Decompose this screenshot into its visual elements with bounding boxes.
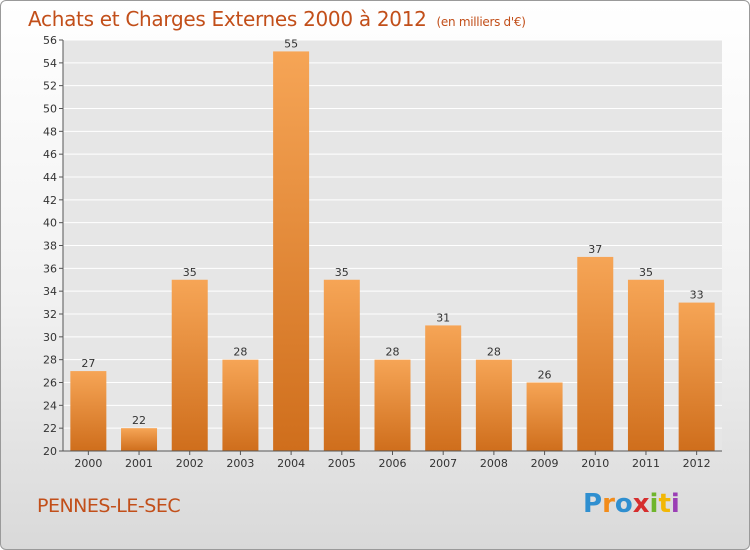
bar [526,382,563,451]
x-tick-label: 2003 [226,457,254,470]
x-tick-label: 2000 [74,457,102,470]
bar [627,279,664,451]
x-tick-label: 2007 [429,457,457,470]
x-tick-label: 2005 [328,457,356,470]
bar-value-label: 22 [132,414,146,427]
bar [171,279,208,451]
bar [273,51,310,452]
y-tick-label: 28 [43,354,57,367]
y-tick-label: 34 [43,285,57,298]
x-tick-label: 2008 [480,457,508,470]
x-tick-label: 2001 [125,457,153,470]
logo-letter: i [649,489,659,519]
bar [425,325,462,451]
logo-letter: x [632,489,650,519]
bar-value-label: 27 [81,357,95,370]
bar [577,256,614,451]
bar [323,279,360,451]
chart-title-text: Achats et Charges Externes 2000 à 2012 [28,7,427,31]
x-tick-label: 2002 [176,457,204,470]
bar-value-label: 28 [487,346,501,359]
bar-value-label: 55 [284,37,298,50]
bar-value-label: 33 [690,289,704,302]
bar [475,359,512,451]
x-tick-label: 2010 [581,457,609,470]
y-tick-label: 32 [43,308,57,321]
x-tick-label: 2006 [379,457,407,470]
y-tick-label: 24 [43,399,57,412]
chart-title: Achats et Charges Externes 2000 à 2012 (e… [28,7,526,31]
y-tick-label: 56 [43,34,57,47]
bar-value-label: 35 [183,266,197,279]
y-tick-label: 50 [43,103,57,116]
logo-letter: t [658,489,671,519]
y-tick-label: 26 [43,377,57,390]
logo-letter: i [670,489,680,519]
chart-subtitle: (en milliers d'€) [436,15,526,29]
bar-value-label: 26 [538,369,552,382]
y-tick-label: 52 [43,80,57,93]
y-tick-label: 38 [43,240,57,253]
bar-value-label: 28 [233,346,247,359]
bar-value-label: 28 [386,346,400,359]
x-tick-label: 2009 [531,457,559,470]
y-tick-label: 42 [43,194,57,207]
proxiti-logo: Proxiti [583,489,680,519]
bar [70,371,107,451]
bar-value-label: 35 [639,266,653,279]
logo-letter: o [614,489,633,519]
bar-value-label: 35 [335,266,349,279]
y-tick-label: 46 [43,148,57,161]
bar-value-label: 31 [436,311,450,324]
x-tick-label: 2012 [683,457,711,470]
logo-letter: r [602,489,615,519]
bar [374,359,411,451]
y-tick-label: 40 [43,217,57,230]
y-tick-label: 22 [43,422,57,435]
y-tick-label: 44 [43,171,57,184]
commune-name: PENNES-LE-SEC [37,495,181,517]
bar-value-label: 37 [588,243,602,256]
y-tick-label: 36 [43,262,57,275]
y-tick-label: 20 [43,445,57,458]
y-tick-label: 48 [43,125,57,138]
logo-letter: P [583,489,603,519]
bar [678,302,715,451]
bar [222,359,259,451]
x-tick-label: 2004 [277,457,305,470]
bar [121,428,158,451]
y-tick-label: 30 [43,331,57,344]
x-tick-label: 2011 [632,457,660,470]
y-tick-label: 54 [43,57,57,70]
